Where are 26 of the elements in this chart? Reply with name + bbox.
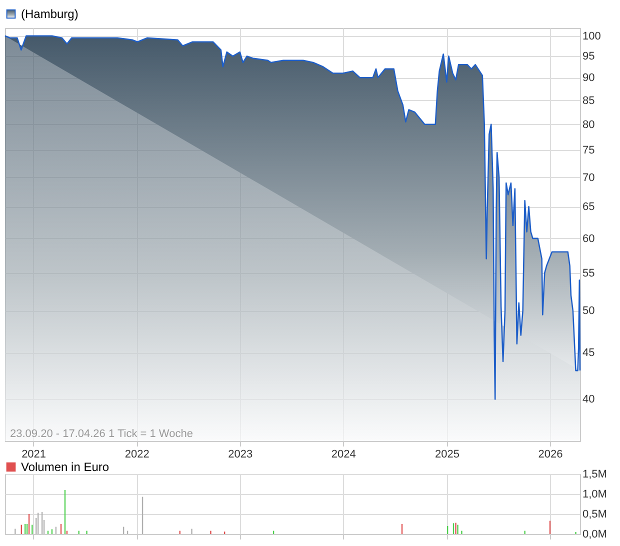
x-tick-label: 2025 — [434, 448, 460, 460]
y-tick-label: 100 — [582, 30, 601, 42]
y-tick-label: 55 — [582, 267, 595, 280]
y-tick-label: 65 — [582, 201, 595, 214]
x-tick-label: 2022 — [124, 448, 150, 460]
y-tick-label: 40 — [582, 394, 595, 406]
y-tick-label: 85 — [582, 94, 595, 107]
x-tick-label: 2023 — [228, 448, 253, 460]
y-tick-label: 60 — [582, 232, 595, 245]
y-tick-label: 80 — [582, 118, 595, 131]
legend-label: (Hamburg) — [21, 7, 78, 21]
y-tick-label: 0,5M — [582, 508, 607, 520]
y-tick-label: 0,0M — [582, 528, 607, 540]
annotation: 23.09.20 - 17.04.26 1 Tick = 1 Woche — [10, 428, 193, 440]
x-tick-label: 2026 — [538, 448, 563, 460]
y-tick-label: 70 — [582, 172, 595, 184]
y-tick-label: 1,5M — [582, 468, 607, 480]
y-tick-label: 95 — [582, 50, 595, 63]
y-tick-label: 45 — [582, 347, 595, 360]
y-tick-label: 50 — [582, 305, 595, 318]
x-tick-label: 2021 — [22, 448, 46, 460]
y-tick-label: 90 — [582, 72, 595, 84]
y-tick-label: 75 — [582, 144, 595, 156]
legend-label: Volumen in Euro — [21, 460, 110, 474]
y-tick-label: 1,0M — [582, 488, 607, 500]
x-tick-label: 2024 — [331, 448, 356, 460]
